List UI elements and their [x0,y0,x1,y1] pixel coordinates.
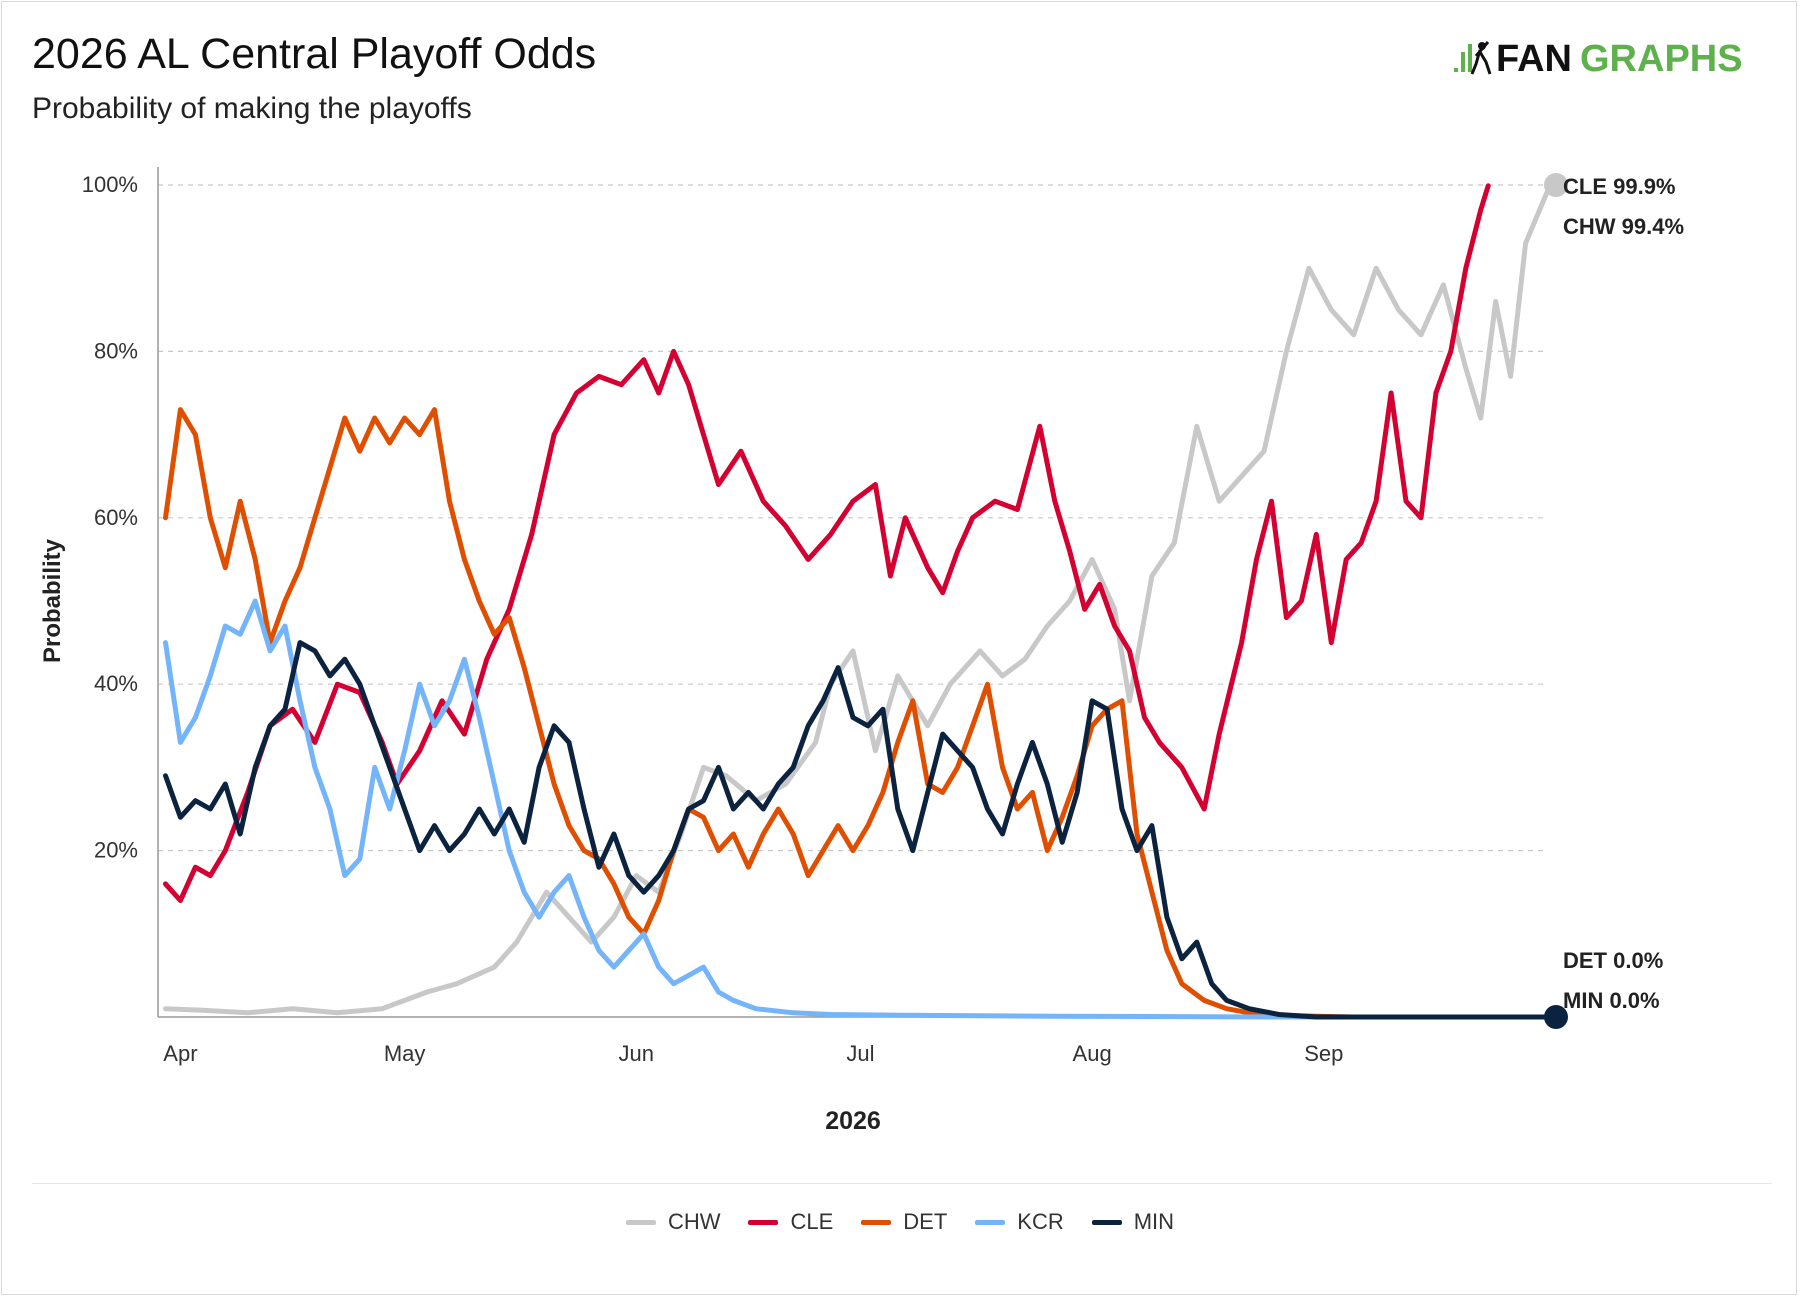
legend-label: MIN [1133,1209,1175,1235]
x-axis-ticks: Apr May Jun Jul Aug Sep [163,1041,1343,1066]
end-label-chw: CHW 99.4% [1563,214,1684,239]
legend-divider [32,1183,1772,1184]
y-tick-label: 20% [94,838,138,863]
fangraphs-logo-text-b: GRAPHS [1580,38,1743,78]
end-markers [1544,173,1568,1029]
y-axis-label: Probability [39,538,66,663]
fangraphs-logo-mark-icon [1454,41,1492,75]
end-label-min: MIN 0.0% [1563,988,1660,1013]
chart-subtitle: Probability of making the playoffs [32,92,472,125]
end-labels: CLE 99.9% CHW 99.4% DET 0.0% MIN 0.0% [1563,174,1684,1013]
y-tick-label: 40% [94,671,138,696]
legend-swatch [625,1219,656,1225]
legend-label: DET [903,1209,948,1235]
x-tick-label: Jul [846,1041,874,1066]
chart-title: 2026 AL Central Playoff Odds [32,30,597,78]
series-lines [163,183,1551,1020]
series-line-det [163,407,1551,1020]
grid-lines [158,184,1548,852]
legend-label: CLE [790,1209,834,1235]
fangraphs-logo: FAN GRAPHS [1454,38,1743,78]
y-tick-label: 100% [82,172,138,197]
y-tick-label: 60% [94,505,138,530]
x-tick-label: Apr [163,1041,197,1066]
x-tick-label: May [384,1041,426,1066]
legend-swatch [975,1219,1006,1225]
legend-item-kcr[interactable]: KCR [975,1208,1064,1235]
legend-item-chw[interactable]: CHW [625,1208,721,1235]
legend-swatch [861,1219,892,1225]
end-label-det: DET 0.0% [1563,948,1663,973]
legend-swatch [748,1219,779,1225]
series-line-min [163,640,1551,1020]
end-marker-top [1544,173,1568,197]
y-tick-label: 80% [94,338,138,363]
series-line-cle [163,183,1491,903]
x-axis-label: 2026 [825,1107,881,1135]
legend-label: CHW [667,1209,721,1235]
x-tick-label: Sep [1304,1041,1343,1066]
end-marker-bottom [1544,1005,1568,1029]
legend-item-cle[interactable]: CLE [748,1208,833,1235]
y-axis-ticks: 100% 80% 60% 40% 20% [82,172,138,863]
legend-label: KCR [1017,1209,1064,1235]
legend-item-min[interactable]: MIN [1091,1208,1175,1235]
legend-swatch [1091,1219,1122,1225]
x-tick-label: Jun [619,1041,654,1066]
legend-item-det[interactable]: DET [861,1208,947,1235]
x-tick-label: Aug [1073,1041,1112,1066]
end-label-cle: CLE 99.9% [1563,174,1676,199]
line-chart: 100% 80% 60% 40% 20% Apr May Jun Jul Aug Sep CLE … [39,167,1684,1135]
fangraphs-logo-text-a: FAN [1496,38,1572,78]
series-line-chw [163,187,1551,1016]
chart-legend: CHW CLE DET KCR MIN [0,1208,1800,1235]
